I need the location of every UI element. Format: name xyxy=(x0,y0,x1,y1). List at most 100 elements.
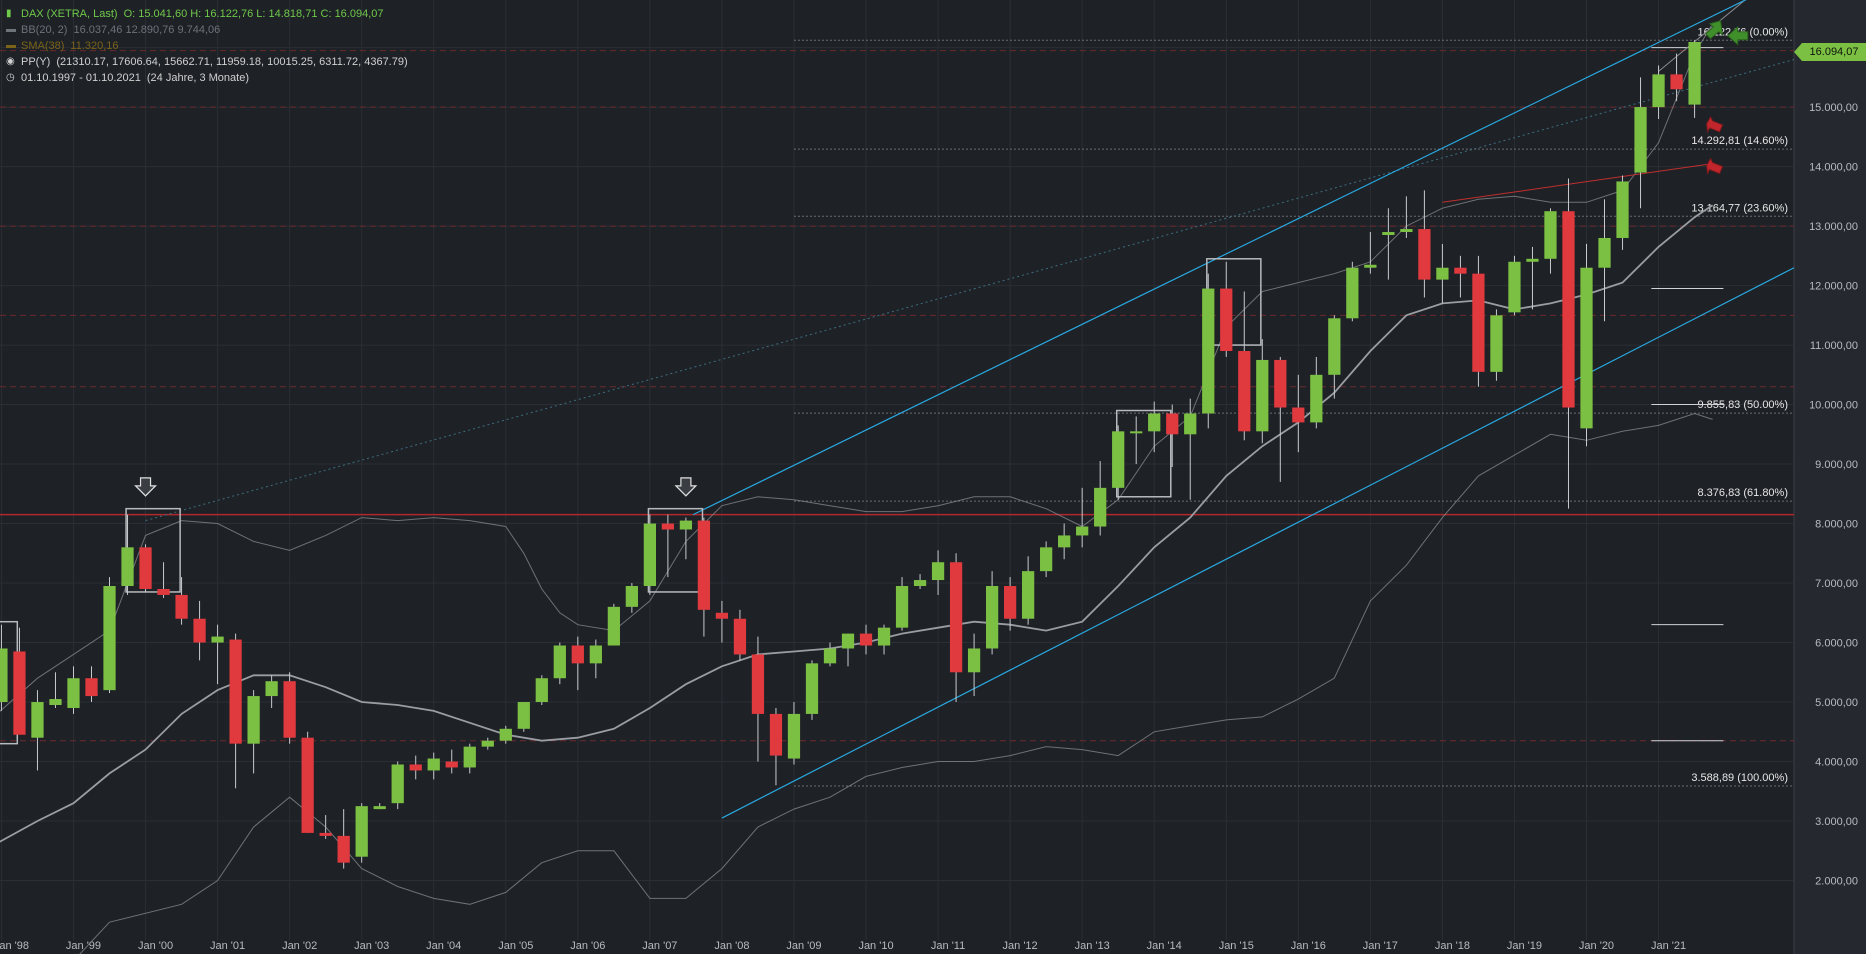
candle-body xyxy=(0,648,8,703)
candle-body xyxy=(643,523,656,587)
candle-body xyxy=(607,606,620,646)
candles xyxy=(0,40,1701,869)
y-tick-label: 6.000,00 xyxy=(1815,638,1858,650)
legend-row-instrument: ▮ DAX (XETRA, Last) O: 15.041,60 H: 16.1… xyxy=(6,6,408,22)
candle-body xyxy=(751,654,765,714)
y-tick-label: 15.000,00 xyxy=(1809,102,1858,114)
candle-body xyxy=(193,618,206,643)
candle-body xyxy=(1364,264,1377,268)
fib-label: 14.292,81 (14.60%) xyxy=(1691,135,1788,147)
candle-body xyxy=(103,586,116,691)
candle-body xyxy=(139,547,152,589)
candle-body xyxy=(1652,74,1665,108)
down-arrow-icon xyxy=(134,477,157,497)
candle-body xyxy=(13,651,26,735)
x-tick-label: Jan '08 xyxy=(714,940,749,952)
candle-body xyxy=(571,645,584,664)
candle-body xyxy=(499,728,512,741)
date-range-note: (24 Jahre, 3 Monate) xyxy=(146,72,250,84)
bb-label: BB(20, 2) xyxy=(21,24,68,36)
x-tick-label: Jan '19 xyxy=(1507,940,1542,952)
x-tick-label: Jan '98 xyxy=(0,940,29,952)
candle-body xyxy=(211,636,224,643)
candle-body xyxy=(697,520,711,610)
candle-body xyxy=(1580,267,1593,429)
candle-body xyxy=(877,627,891,646)
x-tick-label: Jan '11 xyxy=(931,940,965,952)
x-tick-label: Jan '05 xyxy=(498,940,533,952)
y-tick-label: 3.000,00 xyxy=(1815,816,1858,828)
red-arrow-icon xyxy=(1706,157,1724,176)
candle-body xyxy=(1220,288,1233,352)
candle-body xyxy=(1238,351,1251,432)
candle-body xyxy=(121,547,134,587)
x-tick-label: Jan '07 xyxy=(642,940,677,952)
y-tick-label: 12.000,00 xyxy=(1809,281,1858,293)
candle-body xyxy=(1202,288,1215,414)
candle-body xyxy=(1634,107,1647,173)
red-arrow-icon xyxy=(1706,115,1724,134)
candle-body xyxy=(769,713,783,756)
green-arrow-icon xyxy=(1727,25,1749,46)
candle-body xyxy=(1040,547,1053,572)
x-tick-label: Jan '99 xyxy=(66,940,101,952)
candle-body xyxy=(157,588,170,595)
candle-body xyxy=(1418,229,1431,280)
y-tick-label: 4.000,00 xyxy=(1815,757,1858,769)
candle-body xyxy=(1670,74,1683,90)
candle-body xyxy=(805,663,819,714)
x-tick-label: Jan '21 xyxy=(1651,940,1686,952)
candle-body xyxy=(1274,359,1287,408)
x-tick-label: Jan '04 xyxy=(426,940,461,952)
candle-body xyxy=(985,586,999,649)
candle-body xyxy=(301,737,314,833)
candle-body xyxy=(1382,232,1395,235)
trend-line xyxy=(145,59,1795,522)
trend-line-upper xyxy=(1658,0,1746,72)
candle-body xyxy=(1076,526,1089,536)
radio-icon: ◉ xyxy=(6,56,15,67)
candle-body xyxy=(85,678,98,697)
candle-body xyxy=(391,764,404,804)
x-tick-label: Jan '03 xyxy=(354,940,389,952)
candle-body xyxy=(427,758,440,771)
candle-body xyxy=(463,746,476,768)
x-tick-label: Jan '16 xyxy=(1291,940,1326,952)
candle-body xyxy=(1490,315,1503,372)
trend-line xyxy=(1442,163,1713,203)
bb-lower-line xyxy=(79,412,1713,954)
y-tick-label: 9.000,00 xyxy=(1815,459,1858,471)
bb-upper-line xyxy=(0,23,1714,712)
fib-label: 9.855,83 (50.00%) xyxy=(1697,399,1788,411)
x-tick-label: Jan '20 xyxy=(1579,940,1614,952)
candle-body xyxy=(49,699,62,705)
legend-row-bb: ▬ BB(20, 2) 16.037,46 12.890,76 9.744,06 xyxy=(6,22,408,38)
fib-label: 3.588,89 (100.00%) xyxy=(1691,772,1788,784)
candlestick-icon: ▮ xyxy=(6,8,12,19)
sma-value: 11.320,16 xyxy=(70,40,119,52)
candle-body xyxy=(715,612,729,619)
x-tick-label: Jan '14 xyxy=(1147,940,1182,952)
candle-body xyxy=(1166,413,1179,435)
candle-body xyxy=(1256,359,1269,432)
candle-body xyxy=(589,645,602,664)
candle-body xyxy=(1544,211,1557,259)
candle-body xyxy=(823,648,837,664)
candle-body xyxy=(1562,211,1575,408)
chart-legend: ▮ DAX (XETRA, Last) O: 15.041,60 H: 16.1… xyxy=(6,6,408,86)
candle-body xyxy=(895,586,909,628)
y-axis-panel xyxy=(1794,0,1866,954)
x-tick-label: Jan '12 xyxy=(1003,940,1038,952)
sma-label: SMA(38) xyxy=(21,40,65,52)
last-price-tag: 16.094,07 xyxy=(1794,43,1866,61)
y-tick-label: 7.000,00 xyxy=(1815,578,1858,590)
candle-body xyxy=(445,761,458,768)
candle-body xyxy=(1094,487,1107,527)
candle-body xyxy=(517,702,530,729)
x-tick-label: Jan '10 xyxy=(858,940,893,952)
channel-line xyxy=(721,267,1795,819)
x-tick-label: Jan '06 xyxy=(570,940,605,952)
candle-body xyxy=(319,832,332,836)
candle-body xyxy=(265,681,278,697)
